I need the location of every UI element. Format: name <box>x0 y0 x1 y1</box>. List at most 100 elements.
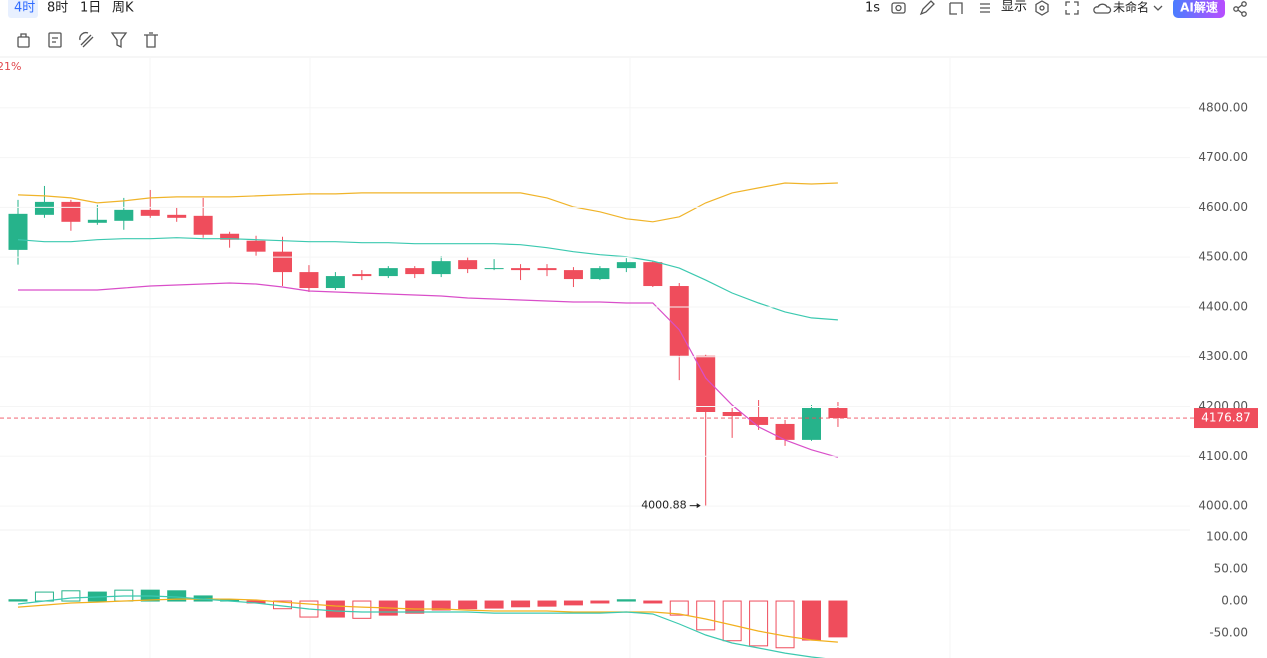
lock-icon[interactable] <box>17 33 30 48</box>
template-icon[interactable] <box>48 32 62 48</box>
y-tick-label: 100.00 <box>1206 530 1248 544</box>
macd-bar <box>167 590 187 602</box>
macd-panel <box>8 589 848 658</box>
candle-body <box>484 268 504 270</box>
macd-bar <box>775 600 795 649</box>
ai-button-bg[interactable] <box>1173 0 1225 18</box>
macd-bar <box>405 600 425 614</box>
candle-body <box>220 233 240 240</box>
candle-body <box>749 416 769 425</box>
filter-icon[interactable] <box>110 32 128 49</box>
candle-body <box>378 268 398 277</box>
macd-bar <box>563 600 583 606</box>
candle-body <box>61 201 81 222</box>
indicator-line <box>17 598 838 643</box>
candle-body <box>563 270 583 280</box>
y-tick-label: 4600.00 <box>1198 200 1248 214</box>
cloud-icon <box>1093 3 1112 14</box>
macd-bar <box>484 600 504 609</box>
candle-body <box>167 214 187 218</box>
macd-bar <box>458 600 478 610</box>
candle-body <box>273 251 292 273</box>
candle-body <box>828 408 848 419</box>
period-tab[interactable]: 8时 <box>47 1 68 16</box>
macd-bar <box>431 600 451 611</box>
candle-body <box>511 268 531 271</box>
y-tick-label: 50.00 <box>1214 562 1248 576</box>
indicator-line <box>17 182 838 223</box>
y-tick-label: 0.00 <box>1221 594 1248 608</box>
period-toolbar: 4时 8时 1日 周K <box>8 0 134 18</box>
fullscreen-icon[interactable] <box>1065 1 1079 15</box>
ai-button[interactable]: AI解速 <box>1180 0 1218 15</box>
last-price-label: 4176.87 <box>1201 411 1251 425</box>
candle-body <box>669 286 689 356</box>
indicator-line <box>17 595 826 658</box>
share-icon[interactable] <box>1233 1 1247 17</box>
candle-body <box>431 261 451 275</box>
candle-body <box>352 274 372 277</box>
period-tab[interactable]: 4时 <box>14 1 35 16</box>
pencil-icon[interactable] <box>919 0 935 16</box>
macd-bar <box>696 600 716 631</box>
y-tick-label: 4800.00 <box>1198 100 1248 114</box>
candle-body <box>537 268 557 271</box>
dropdown-icon[interactable] <box>1153 5 1163 11</box>
candle-body <box>458 260 478 270</box>
interval-button[interactable]: 1s <box>865 1 880 16</box>
last-price-box <box>1194 408 1258 429</box>
candle-body <box>8 213 28 250</box>
settings-icon[interactable] <box>1035 0 1049 16</box>
active-period-bg <box>8 0 38 18</box>
display-button[interactable]: 显示 <box>1001 0 1027 15</box>
candle-body <box>87 219 107 223</box>
macd-bar <box>669 600 689 616</box>
annotation-arrowhead <box>696 503 701 509</box>
candle-body <box>616 262 636 269</box>
macd-bar <box>802 600 821 641</box>
period-tab[interactable]: 周K <box>112 1 134 16</box>
macd-bar <box>8 599 28 602</box>
change-label: 21% <box>0 60 21 73</box>
macd-bar <box>749 600 769 647</box>
candle-body <box>696 355 716 412</box>
macd-bar <box>616 599 636 602</box>
indicator-line <box>18 282 839 458</box>
list-icon[interactable] <box>980 3 990 13</box>
price-panel <box>8 182 848 506</box>
y-tick-label: 4700.00 <box>1198 150 1248 164</box>
candle-body <box>802 408 821 440</box>
trash-icon[interactable] <box>144 32 158 48</box>
layout-name[interactable]: 未命名 <box>1113 0 1149 15</box>
candle-body <box>299 272 319 289</box>
magnet-icon[interactable] <box>79 31 94 48</box>
candle-body <box>405 268 425 275</box>
candle-body <box>775 423 795 440</box>
macd-bar <box>537 600 557 607</box>
candle-body <box>325 276 345 289</box>
macd-bar <box>61 590 81 602</box>
right-toolbar: 1s 显示 未命名 AI解速 <box>865 0 1247 18</box>
period-tab[interactable]: 1日 <box>80 1 101 16</box>
macd-bar <box>511 600 531 608</box>
candle-body <box>114 209 134 221</box>
camera-icon[interactable] <box>891 2 906 14</box>
price-axis: 4000.004100.004200.004300.004400.004500.… <box>0 100 1248 640</box>
y-tick-label: 4400.00 <box>1198 299 1248 313</box>
frame-icon[interactable] <box>949 2 963 15</box>
candle-body <box>34 201 54 215</box>
macd-bar <box>828 600 848 638</box>
macd-bar <box>325 600 345 618</box>
candle-body <box>643 262 663 287</box>
y-tick-label: 4500.00 <box>1198 250 1248 264</box>
drawing-toolbar <box>17 31 158 49</box>
candle-body <box>140 209 160 216</box>
low-annotation: 4000.88 <box>641 499 687 512</box>
indicator-line <box>17 237 838 321</box>
candle-body <box>722 412 742 416</box>
y-tick-label: 4000.00 <box>1198 499 1248 513</box>
candle-body <box>590 268 610 280</box>
macd-bar <box>722 600 742 642</box>
macd-bar <box>643 600 663 604</box>
